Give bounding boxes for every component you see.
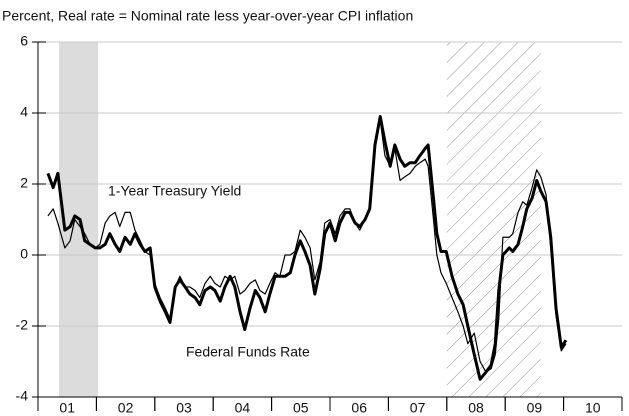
chart-title: Percent, Real rate = Nominal rate less y… [2,8,413,24]
y-tick-label: 2 [20,175,28,191]
y-tick-label: -4 [16,388,29,404]
x-tick-label: 07 [410,400,426,416]
y-tick-label: 4 [20,104,28,120]
x-tick-label: 06 [351,400,367,416]
annotation: Federal Funds Rate [186,344,310,360]
x-tick-label: 02 [118,400,134,416]
x-tick-label: 05 [293,400,309,416]
y-tick-label: -2 [16,317,29,333]
x-tick-label: 08 [468,400,484,416]
x-tick-label: 10 [585,400,601,416]
x-tick-label: 09 [527,400,543,416]
x-tick-label: 04 [235,400,251,416]
y-tick-label: 0 [20,246,28,262]
x-tick-label: 03 [176,400,192,416]
annotation: 1-Year Treasury Yield [108,183,241,199]
series-line [47,119,567,373]
y-tick-label: 6 [20,33,28,49]
series-line [46,115,568,381]
x-tick-label: 01 [59,400,75,416]
